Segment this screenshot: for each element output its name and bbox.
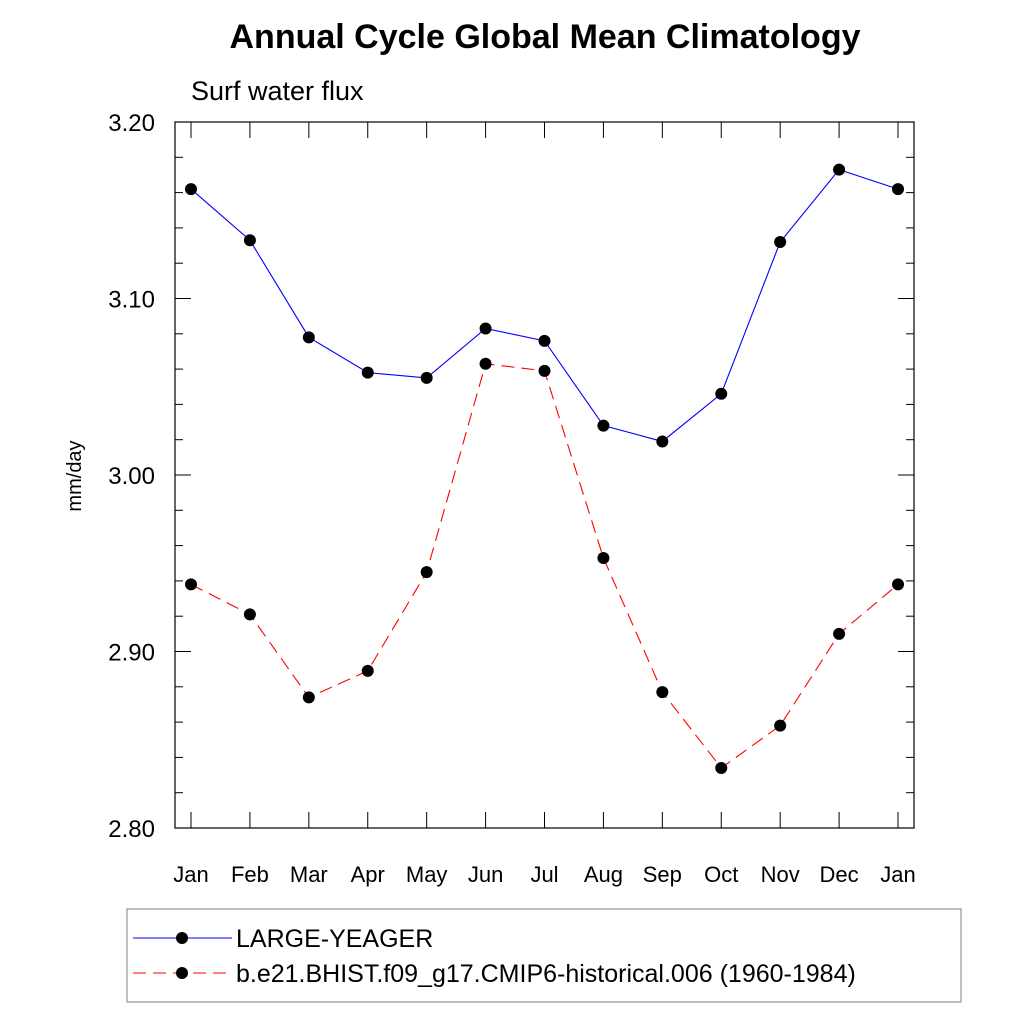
x-tick-label: Jan xyxy=(880,862,915,887)
chart-title: Annual Cycle Global Mean Climatology xyxy=(230,18,861,56)
legend-box xyxy=(126,908,962,1003)
series-1-point xyxy=(420,371,433,384)
legend-marker-2 xyxy=(176,967,188,979)
series-1-point xyxy=(538,334,551,347)
series-line-2 xyxy=(190,363,899,769)
y-tick-label: 2.80 xyxy=(108,816,155,843)
legend: LARGE-YEAGER b.e21.BHIST.f09_g17.CMIP6-hi… xyxy=(126,908,962,1003)
series-1-point xyxy=(597,419,610,432)
series-2-point xyxy=(420,566,433,579)
y-tick-label: 3.10 xyxy=(108,287,155,314)
x-tick-label: Oct xyxy=(704,862,738,887)
x-tick-label: Jul xyxy=(530,862,558,887)
series-2-point xyxy=(302,691,315,704)
plot-area: 2.80 2.90 3.00 3.10 3.20 Jan Feb Mar Apr May Jun Ju… xyxy=(108,110,915,887)
series-2-point xyxy=(715,761,728,774)
legend-marker-1 xyxy=(176,932,188,944)
series-2-point xyxy=(892,578,904,591)
series-1-point xyxy=(656,435,669,448)
series-1-point xyxy=(479,322,492,335)
series-1-point xyxy=(774,236,787,249)
series-1-point xyxy=(715,387,728,400)
chart-subtitle: Surf water flux xyxy=(191,76,364,106)
series-2-point xyxy=(597,551,610,564)
y-tick-label: 3.20 xyxy=(108,110,155,137)
series-1-point xyxy=(833,163,846,176)
series-1-point xyxy=(361,366,374,379)
plot-frame xyxy=(174,121,915,829)
series-1-point xyxy=(243,234,256,247)
series-2-point xyxy=(833,627,846,640)
series-1-point xyxy=(892,183,904,196)
series-2-point xyxy=(185,578,197,591)
x-tick-label: Feb xyxy=(231,862,269,887)
x-tick-label: Sep xyxy=(643,862,682,887)
y-axis-label: mm/day xyxy=(64,440,86,511)
x-tick-label: May xyxy=(406,862,448,887)
y-tick-label: 3.00 xyxy=(108,463,155,490)
x-tick-label: Dec xyxy=(820,862,859,887)
series-1-point xyxy=(302,331,315,344)
x-tick-label: Aug xyxy=(584,862,623,887)
series-2-point xyxy=(479,357,492,370)
series-line-1 xyxy=(190,169,899,443)
series-2-point xyxy=(538,364,551,377)
x-tick-label: Apr xyxy=(351,862,385,887)
x-tick-label: Jan xyxy=(173,862,208,887)
series-2-point xyxy=(656,686,669,699)
legend-label-1: LARGE-YEAGER xyxy=(236,925,433,953)
series-2-point xyxy=(243,608,256,621)
series-1-point xyxy=(185,183,197,196)
series-2-point xyxy=(361,664,374,677)
x-tick-label: Mar xyxy=(290,862,328,887)
series-2-point xyxy=(774,719,787,732)
x-tick-label: Nov xyxy=(761,862,800,887)
y-tick-label: 2.90 xyxy=(108,640,155,667)
legend-label-2: b.e21.BHIST.f09_g17.CMIP6-historical.006… xyxy=(236,960,856,988)
x-tick-label: Jun xyxy=(468,862,503,887)
